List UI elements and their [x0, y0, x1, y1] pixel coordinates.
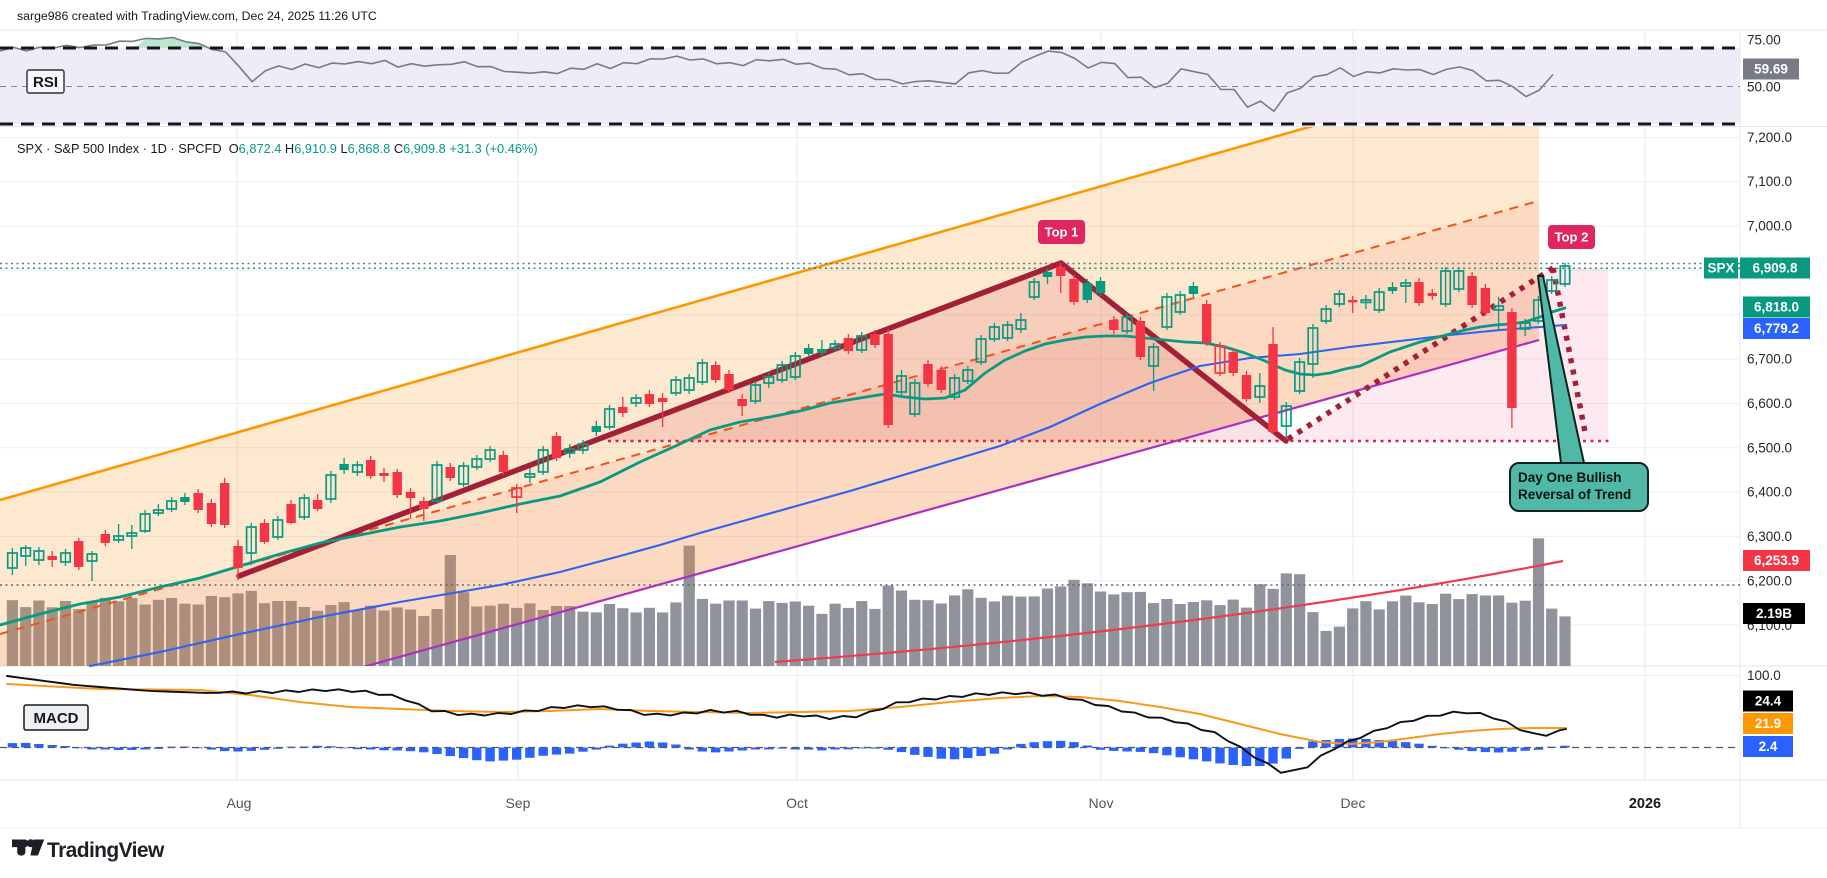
svg-text:Dec: Dec	[1341, 795, 1366, 811]
svg-text:7,200.0: 7,200.0	[1747, 130, 1792, 145]
svg-text:sarge986 created with TradingV: sarge986 created with TradingView.com, D…	[17, 9, 377, 23]
svg-text:6,779.2: 6,779.2	[1754, 321, 1799, 336]
svg-text:2026: 2026	[1629, 796, 1661, 812]
svg-text:SPX: SPX	[1707, 261, 1734, 276]
svg-text:Nov: Nov	[1089, 795, 1114, 811]
svg-text:Top 1: Top 1	[1045, 225, 1079, 240]
svg-text:Oct: Oct	[786, 795, 808, 811]
svg-text:6,300.0: 6,300.0	[1747, 529, 1792, 544]
svg-text:100.0: 100.0	[1747, 668, 1781, 683]
svg-text:RSI: RSI	[33, 74, 58, 91]
svg-text:24.4: 24.4	[1755, 694, 1782, 709]
svg-text:6,909.8: 6,909.8	[1752, 261, 1798, 276]
svg-text:6,400.0: 6,400.0	[1747, 485, 1792, 500]
svg-text:21.9: 21.9	[1755, 716, 1781, 731]
svg-text:6,253.9: 6,253.9	[1754, 553, 1799, 568]
svg-text:6,700.0: 6,700.0	[1747, 352, 1792, 367]
svg-text:Top 2: Top 2	[1555, 230, 1589, 245]
svg-text:7,000.0: 7,000.0	[1747, 219, 1792, 234]
svg-text:MACD: MACD	[34, 710, 79, 727]
svg-text:Day One Bullish: Day One Bullish	[1518, 470, 1622, 485]
svg-text:50.00: 50.00	[1747, 80, 1781, 95]
svg-text:6,818.0: 6,818.0	[1754, 300, 1799, 315]
svg-text:7,100.0: 7,100.0	[1747, 174, 1792, 189]
svg-text:75.00: 75.00	[1747, 33, 1781, 48]
svg-text:Sep: Sep	[506, 795, 531, 811]
svg-text:2.4: 2.4	[1759, 739, 1778, 754]
svg-text:2.19B: 2.19B	[1756, 606, 1792, 621]
svg-text:6,200.0: 6,200.0	[1747, 573, 1792, 588]
svg-text:Aug: Aug	[227, 795, 252, 811]
svg-text:SPX · S&P 500 Index · 1D · SPC: SPX · S&P 500 Index · 1D · SPCFD O6,872.…	[17, 141, 538, 156]
svg-text:Reversal of Trend: Reversal of Trend	[1518, 487, 1631, 502]
svg-text:TradingView: TradingView	[47, 839, 165, 862]
svg-text:6,600.0: 6,600.0	[1747, 396, 1792, 411]
svg-text:59.69: 59.69	[1754, 62, 1788, 77]
svg-text:6,500.0: 6,500.0	[1747, 440, 1792, 455]
